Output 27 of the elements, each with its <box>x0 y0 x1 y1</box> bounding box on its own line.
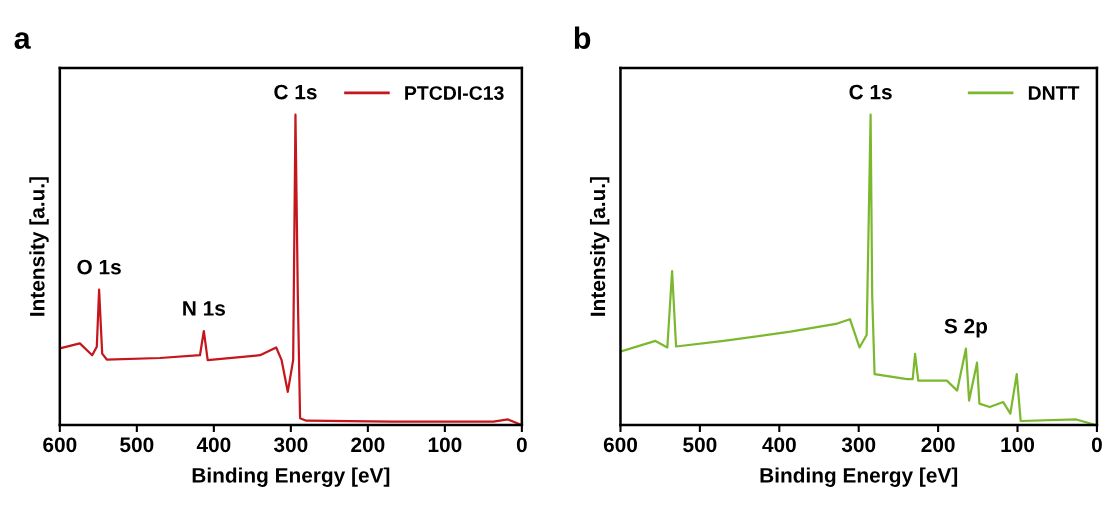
x-tick-label: 300 <box>273 437 308 453</box>
legend-label: PTCDI-C13 <box>405 86 504 100</box>
annotation: N 1s <box>183 301 225 316</box>
chart-title: a <box>14 32 31 49</box>
x-axis-title: Binding Energy [eV] <box>760 467 958 487</box>
x-tick-label: 400 <box>196 437 231 453</box>
x-axis-title: Binding Energy [eV] <box>192 467 390 487</box>
annotation: O 1s <box>77 259 121 275</box>
annotation: C 1s <box>849 84 892 100</box>
legend-label: DNTT <box>1028 86 1080 100</box>
x-tick-label: 200 <box>921 437 955 453</box>
x-tick-label: 500 <box>683 437 717 453</box>
annotation: C 1s <box>274 84 317 100</box>
x-tick-label: 0 <box>1091 437 1102 453</box>
y-axis-title: Intensity [a.u.] <box>589 177 610 316</box>
x-tick-label: 100 <box>428 437 462 453</box>
x-tick-label: 100 <box>1001 437 1035 453</box>
x-tick-label: 400 <box>762 437 796 453</box>
x-tick-label: 300 <box>841 437 876 453</box>
x-tick-label: 600 <box>603 437 638 453</box>
x-tick-label: 500 <box>120 437 154 453</box>
annotation: S 2p <box>944 318 988 338</box>
chart-title: b <box>574 26 591 49</box>
x-tick-label: 600 <box>43 437 77 453</box>
y-axis-title: Intensity [a.u.] <box>29 177 49 316</box>
x-tick-label: 0 <box>516 437 527 453</box>
x-tick-label: 200 <box>351 437 385 453</box>
